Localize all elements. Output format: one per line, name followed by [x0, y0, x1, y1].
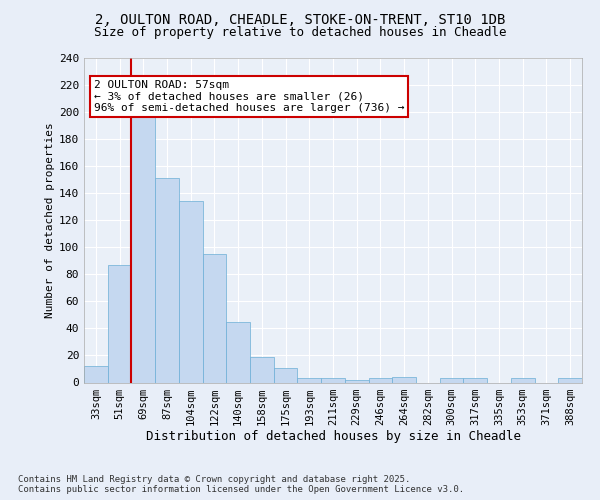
Bar	[203, 254, 226, 382]
Bar	[274, 368, 298, 382]
Bar	[250, 357, 274, 382]
Bar	[463, 378, 487, 382]
Bar	[131, 117, 155, 382]
X-axis label: Distribution of detached houses by size in Cheadle: Distribution of detached houses by size …	[146, 430, 521, 444]
Bar	[298, 378, 321, 382]
Bar	[392, 377, 416, 382]
Bar	[84, 366, 108, 382]
Bar	[368, 378, 392, 382]
Text: 2, OULTON ROAD, CHEADLE, STOKE-ON-TRENT, ST10 1DB: 2, OULTON ROAD, CHEADLE, STOKE-ON-TRENT,…	[95, 12, 505, 26]
Bar	[108, 264, 131, 382]
Bar	[155, 178, 179, 382]
Bar	[558, 378, 582, 382]
Bar	[179, 201, 203, 382]
Bar	[345, 380, 368, 382]
Y-axis label: Number of detached properties: Number of detached properties	[45, 122, 55, 318]
Bar	[440, 378, 463, 382]
Text: Contains HM Land Registry data © Crown copyright and database right 2025.
Contai: Contains HM Land Registry data © Crown c…	[18, 474, 464, 494]
Text: 2 OULTON ROAD: 57sqm
← 3% of detached houses are smaller (26)
96% of semi-detach: 2 OULTON ROAD: 57sqm ← 3% of detached ho…	[94, 80, 404, 114]
Bar	[321, 378, 345, 382]
Bar	[226, 322, 250, 382]
Text: Size of property relative to detached houses in Cheadle: Size of property relative to detached ho…	[94, 26, 506, 39]
Bar	[511, 378, 535, 382]
